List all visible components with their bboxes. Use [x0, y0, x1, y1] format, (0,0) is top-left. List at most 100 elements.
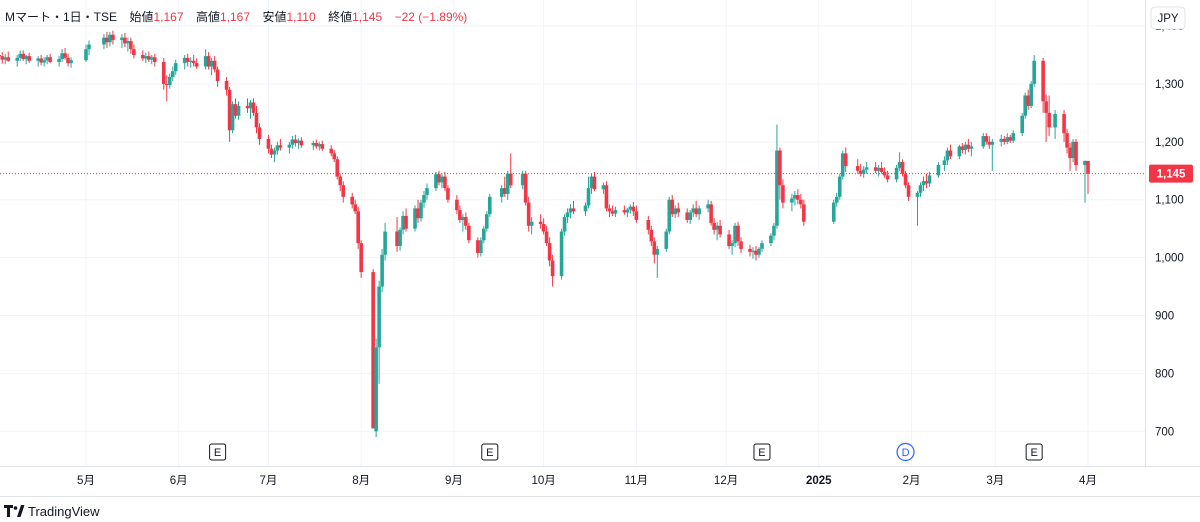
candle	[718, 219, 722, 238]
candle-body	[170, 71, 175, 77]
x-tick-label: 12月	[714, 475, 738, 487]
candle-body	[401, 215, 405, 230]
candle	[374, 338, 378, 438]
current-price-tag: 1,145	[1149, 164, 1193, 183]
candle	[485, 211, 489, 232]
candle	[831, 199, 836, 225]
candle	[3, 53, 8, 65]
candle-body	[799, 199, 803, 205]
candle	[969, 141, 974, 157]
candle	[120, 34, 124, 49]
candle	[709, 200, 713, 226]
candle	[380, 248, 384, 293]
candle-body	[164, 83, 169, 86]
candle-body	[341, 185, 346, 197]
candle	[547, 237, 552, 267]
earnings-marker[interactable]: E	[209, 443, 227, 461]
candle-body	[266, 138, 271, 149]
candle-body	[464, 217, 468, 226]
candle	[1002, 136, 1007, 145]
candle	[778, 147, 782, 200]
x-tick-label: 3月	[986, 475, 1004, 487]
candle-body	[685, 212, 689, 220]
candle	[48, 53, 52, 64]
candle	[694, 200, 698, 218]
candle-body	[254, 112, 259, 128]
candle-body	[1086, 160, 1090, 174]
candle-body	[487, 196, 492, 215]
candle-body	[649, 229, 654, 242]
candle	[793, 191, 797, 206]
candle-body	[957, 146, 962, 157]
tradingview-logo[interactable]: TradingView	[4, 504, 100, 519]
candle	[583, 202, 588, 216]
y-tick-label: 900	[1155, 310, 1174, 322]
candle	[885, 170, 890, 183]
candle	[1086, 160, 1090, 194]
candle-body	[416, 208, 420, 219]
candle-body	[981, 136, 986, 147]
candle-body	[625, 209, 630, 213]
candle	[963, 141, 968, 155]
candle	[245, 98, 250, 113]
candle	[631, 202, 636, 216]
dividend-marker[interactable]: D	[896, 442, 915, 462]
candle	[296, 138, 301, 149]
candle	[338, 173, 343, 192]
candle-body	[1029, 83, 1033, 106]
candle-body	[467, 225, 471, 241]
candle-body	[224, 81, 229, 90]
candle	[948, 144, 953, 160]
earnings-badge	[753, 443, 771, 461]
candle-body	[697, 208, 701, 215]
candle-body	[194, 63, 199, 67]
time-axis[interactable]: 5月 6月 7月 8月 9月 10月 11月 12月 2025 2月 3月 4月	[0, 466, 1200, 497]
candle	[987, 136, 992, 149]
candle	[167, 73, 172, 89]
candle-body	[299, 140, 304, 146]
candle-body	[1062, 114, 1066, 134]
candle-body	[984, 136, 989, 142]
earnings-marker[interactable]: E	[481, 443, 499, 461]
candle-body	[6, 57, 11, 61]
candle-body	[670, 199, 675, 215]
brand-name: TradingView	[28, 504, 100, 519]
candle	[356, 206, 360, 249]
earnings-marker[interactable]: E	[1025, 443, 1043, 461]
candle	[27, 52, 31, 64]
candle-body	[691, 208, 695, 213]
earnings-marker[interactable]: E	[753, 443, 771, 461]
candle	[458, 205, 462, 223]
candle	[353, 199, 357, 215]
candle	[981, 133, 986, 149]
candle	[63, 48, 67, 60]
candle-body	[209, 60, 214, 67]
candle-body	[727, 234, 731, 247]
currency-button[interactable]: JPY	[1150, 6, 1186, 30]
candle	[251, 98, 256, 116]
candle	[924, 173, 929, 189]
candle	[861, 166, 866, 178]
candle	[272, 147, 277, 163]
candle-body	[60, 53, 64, 60]
candle	[706, 199, 710, 213]
candle-body	[969, 146, 974, 149]
candle	[419, 199, 423, 222]
candle-body	[233, 104, 238, 116]
candle	[1044, 94, 1048, 142]
candle-body	[706, 204, 710, 209]
candle	[203, 49, 208, 70]
candle-body	[215, 69, 220, 82]
candle	[446, 185, 450, 203]
candle	[837, 173, 842, 200]
candle-body	[628, 206, 633, 210]
candle-body	[667, 199, 672, 232]
candle-body	[1068, 147, 1072, 159]
candle	[1026, 89, 1030, 110]
candle-body	[796, 195, 800, 200]
candle	[604, 181, 609, 212]
candle	[646, 215, 651, 235]
change-value: −22 (−1.89%)	[395, 10, 468, 24]
